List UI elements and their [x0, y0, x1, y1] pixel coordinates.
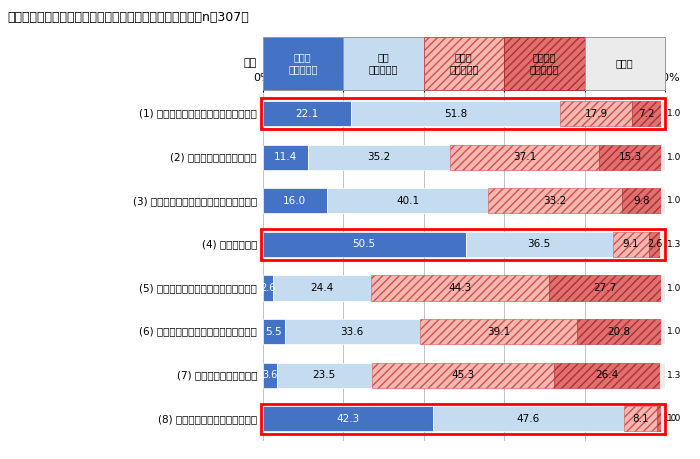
Bar	[262, 188, 327, 213]
Bar	[262, 363, 277, 388]
Text: 抄抗なく出来る事柄について（各項目１つずつ選択）　（n＝307）: 抄抗なく出来る事柄について（各項目１つずつ選択） （n＝307）	[7, 11, 248, 24]
Text: (2) 初対面の人と雑談をする: (2) 初対面の人と雑談をする	[170, 152, 257, 162]
Bar	[262, 145, 309, 170]
Text: 36.5: 36.5	[528, 240, 551, 249]
Bar	[273, 275, 371, 301]
Bar	[554, 363, 660, 388]
Text: (7) 周囲に協力を依頼する: (7) 周囲に協力を依頼する	[176, 370, 257, 380]
Text: 44.3: 44.3	[449, 283, 472, 293]
Text: 9.8: 9.8	[634, 196, 650, 206]
Text: 20.8: 20.8	[608, 327, 631, 336]
Text: とても
抄抗がある: とても 抄抗がある	[288, 52, 317, 74]
Bar	[262, 101, 351, 126]
Text: 1.0: 1.0	[667, 153, 681, 162]
Bar	[433, 406, 624, 431]
Text: 33.6: 33.6	[341, 327, 364, 336]
Bar	[372, 363, 554, 388]
Text: 37.1: 37.1	[513, 152, 536, 162]
Bar	[351, 101, 560, 126]
Text: 5.5: 5.5	[265, 327, 282, 336]
Text: 22.1: 22.1	[295, 109, 318, 118]
Text: 1.3: 1.3	[667, 240, 681, 249]
Text: 7.2: 7.2	[638, 109, 654, 118]
Bar	[420, 319, 578, 344]
Text: 1.0: 1.0	[667, 109, 681, 118]
Text: 17.9: 17.9	[584, 109, 608, 118]
Bar	[661, 101, 665, 126]
Text: 26.4: 26.4	[596, 370, 619, 380]
Text: 23.5: 23.5	[313, 370, 336, 380]
Text: (3) 会議や打合せで自分の考えを発言する: (3) 会議や打合せで自分の考えを発言する	[133, 196, 257, 206]
Text: 2.6: 2.6	[647, 240, 662, 249]
Text: 1.0: 1.0	[667, 414, 681, 423]
Text: 27.7: 27.7	[594, 283, 617, 293]
Text: 16.0: 16.0	[283, 196, 307, 206]
Bar	[560, 101, 632, 126]
Text: 47.6: 47.6	[517, 414, 540, 424]
Bar	[550, 275, 661, 301]
Bar	[661, 145, 665, 170]
Bar	[327, 188, 489, 213]
Bar	[599, 145, 661, 170]
Bar	[660, 363, 666, 388]
Text: 40.1: 40.1	[396, 196, 419, 206]
Text: 2.6: 2.6	[260, 283, 275, 293]
Text: (4) 飛び込み営業: (4) 飛び込み営業	[202, 240, 257, 249]
Text: あまり
抄抗がない: あまり 抄抗がない	[449, 52, 478, 74]
Bar	[578, 319, 661, 344]
Text: 1.0: 1.0	[667, 284, 681, 292]
Text: 39.1: 39.1	[487, 327, 510, 336]
Text: (6) 上手くいかなかったことを報告する: (6) 上手くいかなかったことを報告する	[139, 327, 257, 336]
Bar	[612, 232, 650, 257]
Bar	[661, 319, 665, 344]
Bar	[624, 406, 657, 431]
Text: 51.8: 51.8	[444, 109, 468, 118]
Text: 33.2: 33.2	[543, 196, 567, 206]
Text: (1) 知らない人・取引先に電話を掛ける: (1) 知らない人・取引先に電話を掛ける	[139, 109, 257, 118]
Bar	[450, 145, 599, 170]
Text: 11.4: 11.4	[274, 152, 297, 162]
Bar	[262, 319, 285, 344]
Bar	[466, 232, 612, 257]
Bar	[489, 188, 622, 213]
Text: 無回答: 無回答	[616, 58, 634, 68]
Bar	[262, 275, 273, 301]
Bar	[622, 188, 662, 213]
Bar	[285, 319, 420, 344]
Bar	[657, 406, 661, 431]
Bar	[661, 406, 665, 431]
Text: 42.3: 42.3	[336, 414, 359, 424]
Bar	[632, 101, 661, 126]
Text: (8) 指示が曖昧なまま作業をする: (8) 指示が曖昧なまま作業をする	[158, 414, 257, 424]
Text: 24.4: 24.4	[310, 283, 334, 293]
Text: 45.3: 45.3	[451, 370, 475, 380]
Bar	[371, 275, 550, 301]
Text: 1.0: 1.0	[667, 327, 681, 336]
Bar	[660, 232, 665, 257]
Text: 1.3: 1.3	[667, 371, 682, 380]
Text: 8.1: 8.1	[632, 414, 649, 424]
Bar	[661, 275, 665, 301]
Text: やや
抄抗がある: やや 抄抗がある	[369, 52, 398, 74]
Bar	[262, 406, 433, 431]
Text: 9.1: 9.1	[623, 240, 639, 249]
Bar	[277, 363, 372, 388]
Bar	[650, 232, 660, 257]
Text: (5) 困ったときに周囲に相談・連絡する: (5) 困ったときに周囲に相談・連絡する	[139, 283, 257, 293]
Text: 15.3: 15.3	[619, 152, 642, 162]
Text: 1.0: 1.0	[667, 196, 682, 205]
Bar	[309, 145, 450, 170]
Text: 1.0: 1.0	[663, 414, 678, 423]
Text: 凡例: 凡例	[244, 58, 257, 68]
Text: まったく
抄抗がない: まったく 抄抗がない	[530, 52, 559, 74]
Bar	[262, 232, 466, 257]
Text: 35.2: 35.2	[368, 152, 391, 162]
Text: 3.6: 3.6	[262, 370, 277, 380]
Bar	[662, 188, 666, 213]
Text: 50.5: 50.5	[353, 240, 376, 249]
